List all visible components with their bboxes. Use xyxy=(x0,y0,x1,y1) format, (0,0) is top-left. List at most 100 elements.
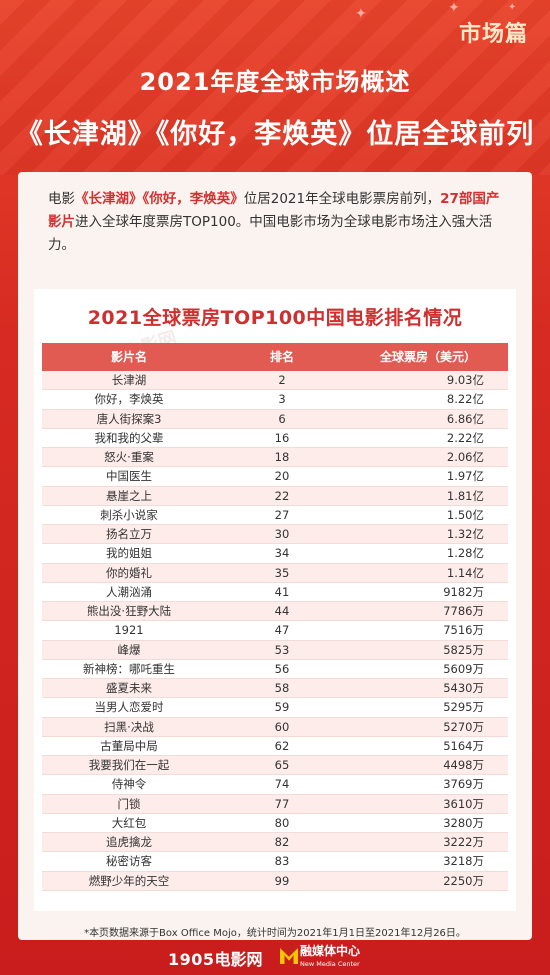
cell-rank: 60 xyxy=(274,719,290,734)
sparkle-icon: ✦ xyxy=(448,0,460,16)
table-row: 扫黑·决战 60 5270万 xyxy=(42,717,508,737)
cell-boxoffice: 5164万 xyxy=(443,738,484,753)
cell-rank: 30 xyxy=(274,527,290,541)
cell-boxoffice: 2.22亿 xyxy=(446,430,484,445)
table-row: 怒火·重案 18 2.06亿 xyxy=(42,448,508,468)
cell-rank: 18 xyxy=(274,450,290,464)
cell-rank: 16 xyxy=(274,430,290,445)
ranking-table-panel: 1905电影网 1905电影网 1905电影网 1905电影网 1905电影网 … xyxy=(34,289,516,911)
cell-rank: 82 xyxy=(274,835,290,849)
cell-boxoffice: 3280万 xyxy=(443,815,484,830)
table-row: 盛夏未来 58 5430万 xyxy=(42,679,508,699)
cell-rank: 35 xyxy=(274,565,290,580)
table-row: 大红包 80 3280万 xyxy=(42,813,508,833)
cell-title: 我的姐姐 xyxy=(106,546,152,561)
page-subtitle: 《长津湖》《你好，李焕英》位居全球前列 xyxy=(15,119,535,150)
cell-boxoffice: 8.22亿 xyxy=(446,392,484,407)
table-row: 当男人恋爱时 59 5295万 xyxy=(42,698,508,718)
cell-title: 人潮汹涌 xyxy=(106,584,152,599)
cell-rank: 59 xyxy=(274,700,290,715)
cell-boxoffice: 1.81亿 xyxy=(446,488,484,503)
cell-boxoffice: 2.06亿 xyxy=(446,450,484,464)
intro-count-highlight: 27部国产影片 xyxy=(48,191,500,230)
table-row: 刺杀小说家 27 1.50亿 xyxy=(42,505,508,525)
table-row: 你的婚礼 35 1.14亿 xyxy=(42,563,508,583)
table-row: 秘密访客 83 3218万 xyxy=(42,852,508,872)
table-body: 长津湖 2 9.03亿 你好，李焕英 3 8.22亿 唐人街探案3 6 6.86亿 我和我的父辈 1… xyxy=(42,371,508,891)
column-header-rank: 排名 xyxy=(269,350,294,364)
cell-rank: 58 xyxy=(274,681,290,695)
cell-boxoffice: 9182万 xyxy=(443,584,484,599)
intro-text: 进入全球年度票房TOP100。中国电影市场为全球电影市场注入强大活力。 xyxy=(48,214,493,253)
table-row: 长津湖 2 9.03亿 xyxy=(42,371,508,391)
cell-boxoffice: 5295万 xyxy=(443,700,484,715)
cell-rank: 34 xyxy=(274,546,290,561)
cell-title: 门锁 xyxy=(117,796,141,811)
cell-title: 峰爆 xyxy=(117,642,141,657)
table-row: 侍神令 74 3769万 xyxy=(42,775,508,795)
cell-boxoffice: 5270万 xyxy=(443,719,484,734)
cell-title: 追虎擒龙 xyxy=(106,835,152,849)
logo-1905-text: 电影网 xyxy=(214,950,263,969)
cell-rank: 53 xyxy=(274,642,290,657)
cell-title: 侍神令 xyxy=(111,777,147,792)
cell-title: 悬崖之上 xyxy=(106,488,152,503)
intro-film-highlight: 《你好，李焕英》 xyxy=(142,191,244,207)
cell-title: 大红包 xyxy=(111,815,147,830)
cell-rank: 99 xyxy=(274,873,290,888)
page-title: 2021年度全球市场概述 xyxy=(139,68,411,96)
intro-film-highlight: 《长津湖》 xyxy=(75,191,143,207)
cell-title: 我和我的父辈 xyxy=(94,430,164,445)
intro-text: 电影 xyxy=(48,191,75,207)
table-row: 中国医生 20 1.97亿 xyxy=(42,467,508,487)
content-card: 电影《长津湖》《你好，李焕英》位居2021年全球电影票房前列，27部国产影片进入… xyxy=(18,172,532,940)
table-row: 悬崖之上 22 1.81亿 xyxy=(42,486,508,506)
footnote: *本页数据来源于Box Office Mojo，统计时间为2021年1月1日至2… xyxy=(84,928,466,939)
cell-title: 古董局中局 xyxy=(100,738,158,753)
cell-boxoffice: 7516万 xyxy=(443,623,484,638)
cell-boxoffice: 6.86亿 xyxy=(446,411,484,426)
table-row: 门锁 77 3610万 xyxy=(42,794,508,814)
sparkle-icon: ✦ xyxy=(355,6,367,22)
cell-title: 扬名立万 xyxy=(106,527,152,541)
table-row: 我的姐姐 34 1.28亿 xyxy=(42,544,508,564)
column-header-boxoffice: 全球票房（美元） xyxy=(379,350,476,364)
sparkle-icon: ✦ xyxy=(508,2,517,13)
cell-boxoffice: 3610万 xyxy=(443,796,484,811)
cell-boxoffice: 4498万 xyxy=(443,758,484,772)
cell-rank: 83 xyxy=(274,854,290,869)
intro-paragraph: 电影《长津湖》《你好，李焕英》位居2021年全球电影票房前列，27部国产影片进入… xyxy=(48,188,508,257)
cell-rank: 44 xyxy=(274,604,290,618)
section-badge: 市场篇 xyxy=(458,22,528,47)
table-row: 我要我们在一起 65 4498万 xyxy=(42,756,508,776)
cell-title: 怒火·重案 xyxy=(104,450,154,464)
cell-boxoffice: 5825万 xyxy=(443,642,484,657)
table-row: 追虎擒龙 82 3222万 xyxy=(42,833,508,853)
cell-boxoffice: 1.50亿 xyxy=(446,507,484,522)
cell-boxoffice: 3218万 xyxy=(443,854,484,869)
cell-rank: 74 xyxy=(274,777,290,792)
cell-title: 你好，李焕英 xyxy=(94,392,164,407)
cell-rank: 2 xyxy=(278,373,286,387)
table-title: 2021全球票房TOP100中国电影排名情况 xyxy=(87,307,463,329)
table-row: 古董局中局 62 5164万 xyxy=(42,736,508,756)
cell-rank: 41 xyxy=(274,584,290,599)
intro-text: 位居2021年全球电影票房前列， xyxy=(243,191,441,207)
table-row: 扬名立万 30 1.32亿 xyxy=(42,525,508,545)
cell-rank: 80 xyxy=(274,815,290,830)
table-row: 熊出没·狂野大陆 44 7786万 xyxy=(42,602,508,622)
cell-rank: 77 xyxy=(274,796,290,811)
cell-rank: 56 xyxy=(274,661,290,676)
cell-title: 中国医生 xyxy=(106,469,152,484)
table-row: 燃野少年的天空 99 2250万 xyxy=(42,871,508,891)
cell-title: 新神榜：哪吒重生 xyxy=(83,661,175,676)
cell-boxoffice: 7786万 xyxy=(443,604,484,618)
cell-title: 秘密访客 xyxy=(106,854,152,869)
cell-title: 你的婚礼 xyxy=(106,565,152,580)
cell-boxoffice: 3769万 xyxy=(443,777,484,792)
logo-media-center-en: New Media Center xyxy=(300,960,360,968)
cell-boxoffice: 1.32亿 xyxy=(446,527,484,541)
cell-boxoffice: 3222万 xyxy=(443,835,484,849)
table-row: 人潮汹涌 41 9182万 xyxy=(42,582,508,602)
cell-rank: 3 xyxy=(278,392,286,407)
